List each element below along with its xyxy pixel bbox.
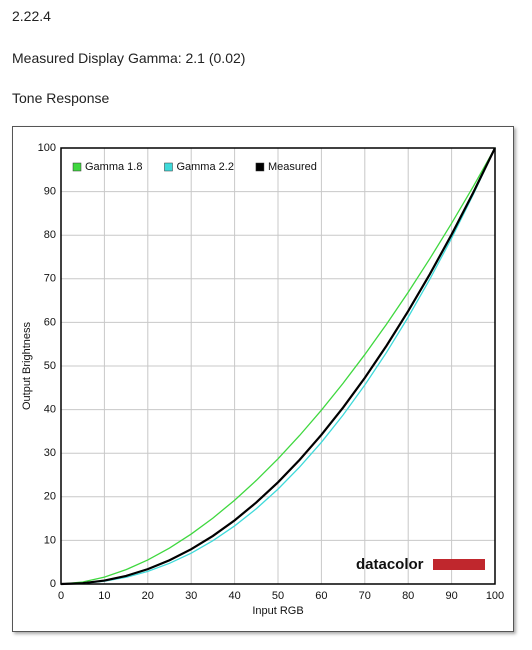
x-tick-label: 70 (359, 590, 371, 602)
y-tick-label: 100 (38, 142, 56, 154)
x-tick-label: 30 (185, 590, 197, 602)
gamma-text: Measured Display Gamma: 2.1 (0.02) (12, 50, 246, 66)
plot-frame (60, 147, 496, 585)
logo: datacolor (356, 556, 424, 573)
x-tick-label: 100 (486, 590, 504, 602)
y-tick-label: 50 (44, 360, 56, 372)
version: 2.22.4 (12, 8, 51, 24)
x-tick-label: 60 (315, 590, 327, 602)
chart-box: 0 10 20 30 40 50 60 70 80 90 100 0 10 20 30 40 50 60 70 80 9… (12, 126, 514, 632)
x-tick-label: 20 (142, 590, 154, 602)
legend-swatch (164, 162, 173, 172)
section-title: Tone Response (12, 90, 110, 106)
legend-swatch (72, 162, 82, 172)
line (60, 147, 496, 585)
y-tick-label: 0 (50, 578, 56, 590)
chart: 0 10 20 30 40 50 60 70 80 90 100 0 10 20 30 40 50 60 70 80 9… (21, 142, 504, 617)
x-tick-label: 0 (58, 590, 64, 602)
logo-bar (433, 559, 485, 570)
x-tick-label: 90 (445, 590, 457, 602)
y-tick-label: 20 (44, 491, 56, 503)
x-tick-label: 10 (98, 590, 110, 602)
legend-label: Gamma 2.2 (176, 161, 233, 173)
legend-label: Gamma 1.8 (85, 161, 142, 173)
line (60, 147, 496, 586)
line (60, 147, 496, 585)
y-axis-label: Output Brightness (21, 321, 33, 410)
x-axis-label: Input RGB (252, 605, 303, 617)
y-tick-label: 10 (44, 534, 56, 546)
legend-swatch (255, 162, 265, 172)
y-tick-label: 70 (44, 273, 56, 285)
y-tick-label: 90 (44, 186, 56, 198)
legend-label: Measured (268, 161, 317, 173)
x-tick-label: 80 (402, 590, 414, 602)
y-tick-label: 30 (44, 447, 56, 459)
x-tick-label: 50 (272, 590, 284, 602)
y-tick-label: 40 (44, 404, 56, 416)
y-tick-label: 60 (44, 316, 56, 328)
x-tick-label: 40 (228, 590, 240, 602)
y-tick-label: 80 (44, 229, 56, 241)
